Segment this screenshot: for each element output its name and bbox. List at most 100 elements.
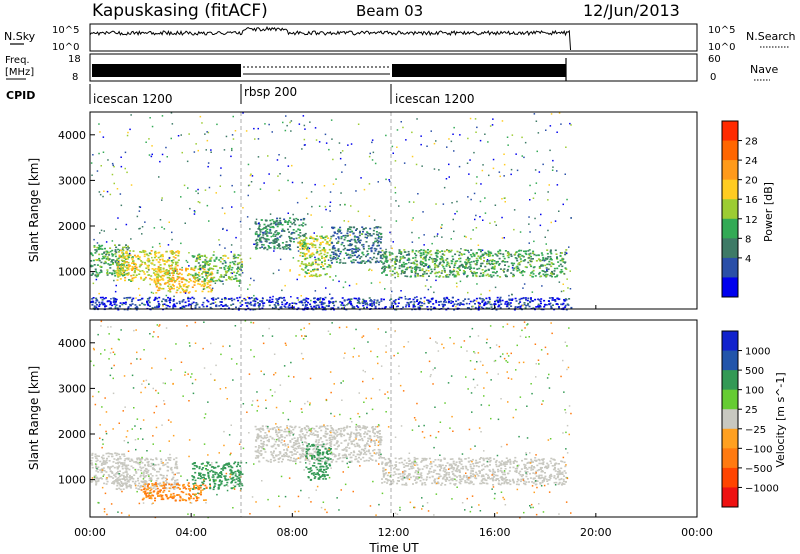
data-cell — [142, 491, 145, 493]
data-cell — [528, 242, 530, 244]
data-cell — [510, 272, 513, 274]
data-cell — [152, 487, 155, 489]
data-cell — [341, 150, 344, 152]
data-cell — [304, 257, 307, 260]
data-cell — [175, 268, 178, 271]
data-cell — [521, 274, 524, 277]
data-cell — [91, 174, 93, 176]
data-cell — [383, 298, 385, 301]
data-cell — [352, 232, 355, 235]
data-cell — [121, 252, 124, 254]
data-cell — [454, 262, 457, 265]
data-cell — [253, 127, 255, 130]
data-cell — [328, 301, 331, 304]
data-cell — [464, 261, 467, 263]
data-cell — [207, 472, 210, 475]
data-cell — [349, 228, 352, 231]
data-cell — [134, 265, 137, 268]
data-cell — [322, 303, 325, 305]
data-cell — [329, 191, 332, 193]
data-cell — [107, 159, 109, 161]
data-cell — [147, 258, 150, 260]
data-cell — [553, 267, 556, 270]
data-cell — [283, 218, 286, 221]
data-cell — [261, 300, 264, 302]
data-cell — [233, 271, 236, 274]
data-cell — [284, 220, 286, 223]
data-cell — [199, 264, 202, 267]
data-cell — [243, 299, 245, 301]
data-cell — [196, 273, 199, 276]
data-cell — [530, 260, 532, 263]
data-cell — [337, 257, 340, 259]
data-cell — [417, 272, 419, 275]
data-cell — [210, 469, 213, 472]
data-cell — [366, 237, 368, 239]
data-cell — [395, 308, 398, 311]
data-cell — [197, 488, 200, 491]
data-cell — [153, 278, 156, 280]
data-cell — [282, 453, 285, 456]
data-cell — [537, 303, 540, 306]
data-cell — [183, 278, 186, 281]
data-cell — [94, 252, 97, 254]
data-cell — [273, 222, 276, 224]
data-cell — [564, 251, 567, 254]
data-cell — [129, 296, 132, 299]
data-cell — [416, 118, 418, 120]
data-cell — [334, 253, 337, 256]
data-cell — [336, 242, 338, 244]
data-cell — [106, 269, 109, 271]
data-cell — [456, 273, 459, 275]
data-cell — [304, 305, 307, 307]
data-cell — [449, 250, 452, 253]
data-cell — [443, 254, 446, 256]
data-cell — [150, 250, 153, 252]
data-cell — [325, 287, 327, 289]
data-cell — [401, 271, 404, 274]
data-cell — [205, 468, 207, 470]
data-cell — [118, 453, 121, 456]
data-cell — [335, 275, 337, 277]
data-cell — [410, 269, 413, 272]
data-cell — [174, 266, 177, 268]
data-cell — [157, 300, 160, 303]
data-cell — [269, 247, 272, 249]
data-cell — [131, 257, 134, 259]
data-cell — [144, 483, 147, 485]
data-cell — [524, 266, 527, 268]
data-cell — [159, 245, 161, 248]
data-cell — [340, 232, 343, 234]
data-cell — [455, 300, 458, 302]
data-cell — [292, 238, 295, 240]
data-cell — [370, 302, 373, 305]
data-cell — [144, 464, 147, 467]
data-cell — [170, 483, 173, 486]
data-cell — [167, 285, 170, 287]
data-cell — [501, 120, 504, 122]
data-cell — [476, 176, 478, 178]
data-cell — [442, 306, 445, 308]
data-cell — [421, 268, 424, 270]
data-cell — [107, 474, 110, 476]
freq-left-label-2: [MHz] — [5, 67, 34, 78]
data-cell — [167, 457, 170, 459]
data-cell — [382, 263, 385, 265]
data-cell — [166, 497, 169, 500]
data-cell — [338, 255, 340, 257]
data-cell — [504, 201, 506, 203]
data-cell — [156, 470, 158, 473]
data-cell — [134, 483, 137, 486]
data-cell — [530, 258, 533, 260]
data-cell — [537, 258, 540, 260]
data-cell — [446, 146, 448, 148]
data-cell — [324, 263, 327, 265]
data-cell — [349, 298, 352, 301]
data-cell — [487, 141, 489, 143]
data-cell — [463, 235, 466, 238]
data-cell — [160, 278, 163, 281]
data-cell — [180, 490, 183, 493]
data-cell — [172, 306, 175, 309]
data-cell — [199, 475, 202, 477]
data-cell — [219, 257, 222, 259]
